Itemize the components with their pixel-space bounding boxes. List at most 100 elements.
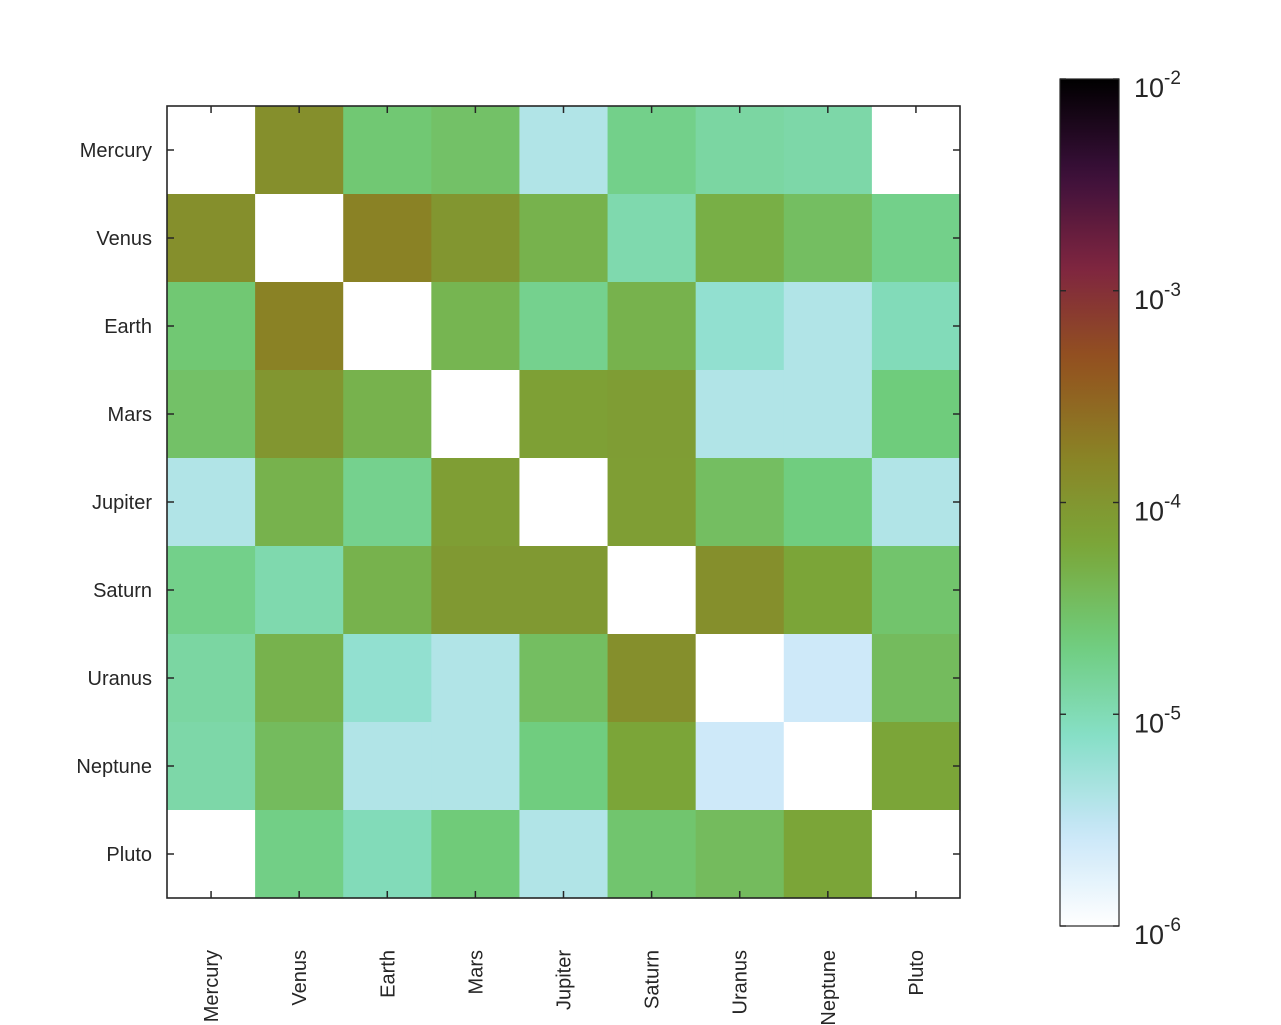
colorbar-tick-label: 10-2 <box>1134 68 1181 103</box>
heatmap-cell-neptune-neptune <box>783 722 873 811</box>
x-tick-label-mercury: Mercury <box>201 950 223 1022</box>
heatmap-cell-jupiter-earth <box>343 458 432 547</box>
x-tick-label-mars: Mars <box>465 950 487 994</box>
y-tick-label-jupiter: Jupiter <box>92 492 152 514</box>
heatmap-cell-uranus-earth <box>343 634 432 723</box>
heatmap-cells <box>167 106 961 899</box>
heatmap-cell-earth-neptune <box>783 282 873 371</box>
colorbar-tick-label: 10-4 <box>1134 492 1181 527</box>
heatmap-cell-uranus-venus <box>255 634 344 723</box>
heatmap-cell-mercury-saturn <box>607 106 697 195</box>
heatmap-cell-venus-pluto <box>871 194 961 283</box>
heatmap-cell-earth-uranus <box>695 282 785 371</box>
heatmap-cell-mercury-uranus <box>695 106 785 195</box>
y-tick-label-uranus: Uranus <box>88 668 152 690</box>
heatmap-cell-jupiter-saturn <box>607 458 697 547</box>
y-tick-label-venus: Venus <box>96 228 152 250</box>
colorbar-tick-exponent: -2 <box>1164 68 1181 89</box>
heatmap-cell-mars-venus <box>255 370 344 459</box>
heatmap-cell-neptune-uranus <box>695 722 785 811</box>
heatmap-cell-saturn-mars <box>431 546 521 635</box>
heatmap-cell-mars-jupiter <box>519 370 609 459</box>
heatmap-cell-neptune-mars <box>431 722 521 811</box>
heatmap-cell-saturn-uranus <box>695 546 785 635</box>
y-tick-label-neptune: Neptune <box>76 756 152 778</box>
y-tick-label-mars: Mars <box>108 404 152 426</box>
heatmap-cell-pluto-earth <box>343 810 432 899</box>
heatmap-cell-saturn-venus <box>255 546 344 635</box>
heatmap-cell-mercury-jupiter <box>519 106 609 195</box>
heatmap-cell-saturn-earth <box>343 546 432 635</box>
heatmap-cell-earth-pluto <box>871 282 961 371</box>
x-tick-label-venus: Venus <box>289 950 311 1006</box>
heatmap-cell-pluto-neptune <box>783 810 873 899</box>
heatmap-cell-mars-mercury <box>167 370 256 459</box>
heatmap-cell-jupiter-mercury <box>167 458 256 547</box>
heatmap-cell-earth-mercury <box>167 282 256 371</box>
heatmap-cell-earth-saturn <box>607 282 697 371</box>
y-tick-label-mercury: Mercury <box>80 140 152 162</box>
colorbar-tick-exponent: -3 <box>1164 280 1181 301</box>
colorbar-tick-label: 10-3 <box>1134 280 1181 315</box>
heatmap-cell-venus-earth <box>343 194 432 283</box>
heatmap-cell-venus-uranus <box>695 194 785 283</box>
heatmap-cell-saturn-neptune <box>783 546 873 635</box>
heatmap-cell-mars-earth <box>343 370 432 459</box>
heatmap-cell-saturn-pluto <box>871 546 961 635</box>
x-tick-label-pluto: Pluto <box>906 950 928 996</box>
x-tick-label-earth: Earth <box>377 950 399 998</box>
heatmap-cell-jupiter-jupiter <box>519 458 609 547</box>
heatmap-cell-venus-mars <box>431 194 521 283</box>
colorbar-tick-base: 10 <box>1134 73 1164 103</box>
heatmap-cell-venus-mercury <box>167 194 256 283</box>
y-tick-labels: Mercury Venus Earth Mars Jupiter Saturn Uranus… <box>76 140 152 866</box>
heatmap-cell-uranus-mercury <box>167 634 256 723</box>
heatmap-cell-uranus-neptune <box>783 634 873 723</box>
heatmap-cell-pluto-saturn <box>607 810 697 899</box>
heatmap-cell-jupiter-mars <box>431 458 521 547</box>
colorbar <box>1059 78 1120 927</box>
axis-ticks <box>167 106 960 898</box>
colorbar-tick-label: 10-6 <box>1134 915 1181 950</box>
heatmap-cell-neptune-jupiter <box>519 722 609 811</box>
x-tick-label-uranus: Uranus <box>730 950 752 1014</box>
heatmap-cell-mars-saturn <box>607 370 697 459</box>
heatmap-cell-earth-jupiter <box>519 282 609 371</box>
heatmap-cell-earth-mars <box>431 282 521 371</box>
heatmap-cell-mercury-neptune <box>783 106 873 195</box>
heatmap-cell-jupiter-venus <box>255 458 344 547</box>
colorbar-tick-label: 10-5 <box>1134 703 1181 738</box>
heatmap-cell-neptune-mercury <box>167 722 256 811</box>
colorbar-tick-base: 10 <box>1134 285 1164 315</box>
heatmap-cell-jupiter-pluto <box>871 458 961 547</box>
x-tick-labels: Mercury Venus Earth Mars Jupiter Saturn Uranus… <box>201 950 928 1025</box>
heatmap-cell-uranus-jupiter <box>519 634 609 723</box>
heatmap-cell-pluto-jupiter <box>519 810 609 899</box>
heatmap-cell-pluto-venus <box>255 810 344 899</box>
colorbar-tick-exponent: -5 <box>1164 703 1181 724</box>
heatmap-cell-venus-neptune <box>783 194 873 283</box>
heatmap-cell-mercury-earth <box>343 106 432 195</box>
heatmap-cell-uranus-saturn <box>607 634 697 723</box>
colorbar-tick-base: 10 <box>1134 920 1164 950</box>
heatmap-cell-uranus-uranus <box>695 634 785 723</box>
heatmap-cell-pluto-pluto <box>871 810 961 899</box>
heatmap-cell-saturn-mercury <box>167 546 256 635</box>
heatmap-cell-mercury-mars <box>431 106 521 195</box>
heatmap-cell-pluto-mercury <box>167 810 256 899</box>
heatmap-cell-earth-venus <box>255 282 344 371</box>
heatmap-cell-pluto-uranus <box>695 810 785 899</box>
heatmap-cell-mars-mars <box>431 370 521 459</box>
heatmap-cell-uranus-mars <box>431 634 521 723</box>
colorbar-tick-exponent: -4 <box>1164 492 1181 513</box>
y-tick-label-pluto: Pluto <box>106 844 152 866</box>
heatmap-cell-mercury-mercury <box>167 106 256 195</box>
heatmap-cell-neptune-earth <box>343 722 432 811</box>
x-tick-label-saturn: Saturn <box>642 950 664 1009</box>
colorbar-ticks: 10-610-510-410-310-2 <box>1060 68 1181 950</box>
heatmap-cell-mercury-venus <box>255 106 344 195</box>
heatmap-cell-mars-pluto <box>871 370 961 459</box>
y-tick-label-earth: Earth <box>104 316 152 338</box>
y-tick-label-saturn: Saturn <box>93 580 152 602</box>
heatmap-cell-saturn-jupiter <box>519 546 609 635</box>
